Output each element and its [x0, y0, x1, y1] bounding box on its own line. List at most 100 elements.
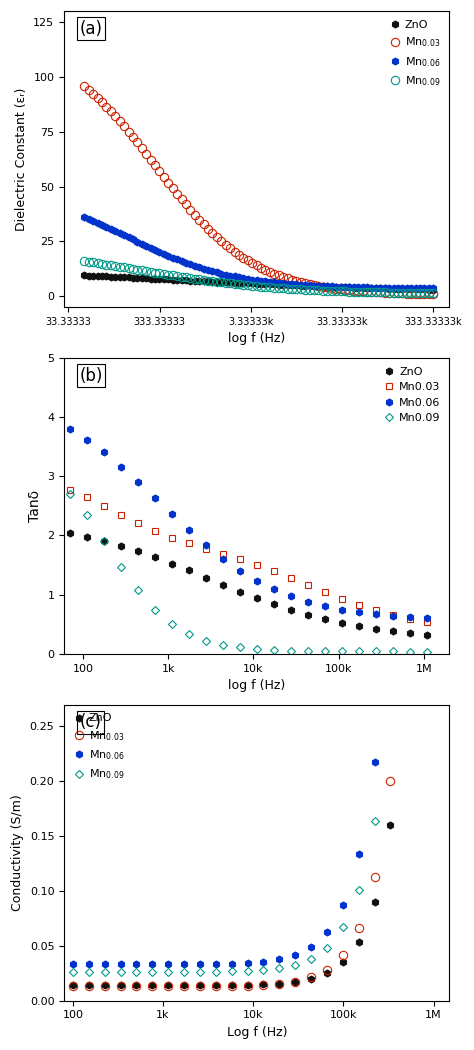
ZnO	[372, 896, 377, 908]
Mn$_{0.03}$	[261, 979, 266, 991]
Mn0.06	[408, 611, 413, 624]
Mn0.06	[288, 590, 294, 603]
Mn$_{0.03}$	[292, 975, 298, 988]
Mn0.06	[254, 574, 260, 587]
Mn$_{0.03}$	[245, 980, 250, 992]
ZnO	[149, 979, 155, 991]
ZnO	[197, 979, 203, 991]
Mn$_{0.09}$	[261, 964, 266, 977]
Mn$_{0.03}$	[236, 249, 242, 261]
Text: (c): (c)	[80, 713, 101, 732]
X-axis label: log f (Hz): log f (Hz)	[228, 679, 285, 692]
Line: Mn$_{0.09}$: Mn$_{0.09}$	[70, 458, 409, 974]
Mn$_{0.03}$	[293, 275, 299, 288]
Mn0.06	[67, 423, 73, 436]
Mn0.09	[203, 634, 209, 647]
Mn0.03	[356, 598, 362, 611]
Mn0.09	[391, 645, 396, 657]
ZnO	[101, 534, 107, 547]
ZnO	[356, 936, 362, 948]
Mn0.09	[374, 645, 379, 657]
Mn0.09	[408, 645, 413, 657]
Mn$_{0.06}$	[324, 925, 330, 938]
Mn0.09	[101, 534, 107, 547]
Line: Mn0.03: Mn0.03	[66, 486, 431, 626]
Mn0.06	[84, 434, 90, 446]
Legend: ZnO, Mn$_{0.03}$, Mn$_{0.06}$, Mn$_{0.09}$: ZnO, Mn$_{0.03}$, Mn$_{0.06}$, Mn$_{0.09…	[386, 17, 444, 91]
ZnO	[403, 673, 409, 686]
Mn$_{0.06}$	[340, 898, 346, 910]
Mn0.06	[271, 583, 277, 595]
Mn0.06	[305, 595, 311, 608]
ZnO	[67, 527, 73, 540]
ZnO	[322, 613, 328, 626]
Mn$_{0.09}$	[391, 287, 396, 299]
Mn0.09	[169, 617, 175, 630]
ZnO	[84, 530, 90, 543]
Mn$_{0.06}$	[293, 278, 299, 291]
Mn0.03	[203, 543, 209, 555]
Mn$_{0.03}$	[165, 980, 171, 992]
Mn0.06	[186, 524, 192, 537]
Mn$_{0.09}$	[289, 282, 295, 295]
Mn$_{0.09}$	[340, 921, 346, 933]
ZnO	[408, 627, 413, 639]
Text: (a): (a)	[80, 20, 102, 38]
ZnO	[289, 279, 295, 292]
Legend: ZnO, Mn0.03, Mn0.06, Mn0.09: ZnO, Mn0.03, Mn0.06, Mn0.09	[380, 363, 444, 426]
ZnO	[86, 979, 91, 991]
X-axis label: Log f (Hz): Log f (Hz)	[227, 1026, 287, 1038]
Mn$_{0.03}$	[213, 980, 219, 992]
Mn$_{0.09}$	[118, 966, 123, 979]
ZnO	[391, 282, 396, 295]
Mn0.06	[356, 606, 362, 618]
ZnO	[181, 979, 187, 991]
Mn0.03	[391, 609, 396, 622]
Mn$_{0.06}$	[86, 958, 91, 970]
Mn$_{0.03}$	[197, 980, 203, 992]
Mn0.03	[186, 538, 192, 550]
ZnO	[340, 957, 346, 969]
Mn$_{0.06}$	[70, 958, 76, 970]
ZnO	[152, 550, 158, 563]
Mn$_{0.06}$	[292, 948, 298, 961]
ZnO	[135, 545, 141, 558]
Mn$_{0.09}$	[213, 965, 219, 978]
Mn$_{0.09}$	[324, 942, 330, 954]
ZnO	[374, 623, 379, 635]
X-axis label: log f (Hz): log f (Hz)	[228, 333, 285, 345]
Mn0.03	[339, 592, 345, 605]
Mn$_{0.03}$	[391, 287, 396, 299]
Mn0.09	[152, 604, 158, 616]
Mn$_{0.09}$	[165, 966, 171, 979]
Mn$_{0.09}$	[356, 883, 362, 896]
Mn$_{0.03}$	[181, 980, 187, 992]
Mn0.03	[271, 565, 277, 578]
Mn$_{0.06}$	[276, 952, 282, 965]
Mn$_{0.09}$	[430, 287, 436, 299]
Line: Mn$_{0.06}$: Mn$_{0.06}$	[81, 213, 437, 292]
Mn$_{0.06}$	[403, 276, 409, 289]
ZnO	[229, 979, 235, 991]
Mn$_{0.06}$	[213, 958, 219, 970]
Mn$_{0.03}$	[388, 775, 393, 788]
Line: ZnO: ZnO	[81, 272, 437, 293]
Mn0.09	[322, 645, 328, 657]
ZnO	[271, 598, 277, 611]
Mn$_{0.09}$	[245, 965, 250, 978]
Y-axis label: Tanδ: Tanδ	[28, 489, 42, 522]
Line: Mn$_{0.03}$: Mn$_{0.03}$	[69, 596, 410, 990]
ZnO	[213, 979, 219, 991]
ZnO	[186, 564, 192, 576]
Mn0.06	[220, 552, 226, 565]
Mn0.06	[237, 564, 243, 576]
Mn0.03	[237, 553, 243, 566]
Mn0.03	[84, 491, 90, 504]
ZnO	[165, 979, 171, 991]
Mn0.09	[356, 645, 362, 657]
Mn0.09	[186, 628, 192, 640]
Mn0.09	[271, 644, 277, 656]
Line: Mn$_{0.03}$: Mn$_{0.03}$	[80, 82, 438, 298]
Mn$_{0.06}$	[261, 956, 266, 968]
Mn$_{0.09}$	[229, 965, 235, 978]
